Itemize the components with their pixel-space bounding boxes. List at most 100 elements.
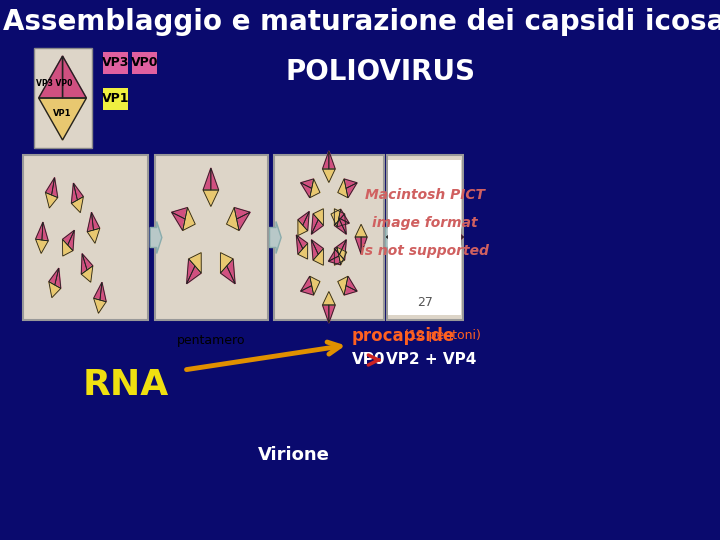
- Text: VP1: VP1: [53, 110, 72, 118]
- Polygon shape: [417, 280, 428, 289]
- Polygon shape: [329, 151, 336, 169]
- Text: is not supported: is not supported: [360, 244, 489, 258]
- Polygon shape: [94, 282, 102, 300]
- Polygon shape: [386, 229, 396, 237]
- Polygon shape: [234, 207, 250, 219]
- Polygon shape: [420, 192, 425, 207]
- Bar: [132, 52, 157, 74]
- Polygon shape: [310, 179, 320, 198]
- Polygon shape: [73, 183, 84, 200]
- Polygon shape: [433, 280, 444, 289]
- Polygon shape: [227, 207, 239, 231]
- Polygon shape: [334, 240, 346, 254]
- Bar: [103, 52, 127, 74]
- Polygon shape: [355, 224, 367, 237]
- Bar: [274, 155, 384, 320]
- Polygon shape: [312, 214, 318, 234]
- Polygon shape: [397, 205, 405, 221]
- Polygon shape: [344, 286, 357, 295]
- Polygon shape: [298, 243, 307, 259]
- Polygon shape: [409, 280, 417, 298]
- Polygon shape: [186, 266, 202, 284]
- Polygon shape: [183, 207, 195, 231]
- Text: Virione: Virione: [258, 446, 329, 464]
- Text: Macintosh PICT: Macintosh PICT: [364, 188, 485, 202]
- Polygon shape: [52, 178, 58, 198]
- Polygon shape: [338, 276, 348, 295]
- Polygon shape: [441, 250, 449, 264]
- Polygon shape: [433, 289, 444, 298]
- Polygon shape: [35, 239, 48, 253]
- Polygon shape: [63, 230, 74, 245]
- Polygon shape: [313, 248, 323, 265]
- Polygon shape: [346, 276, 357, 291]
- Polygon shape: [301, 179, 314, 188]
- Polygon shape: [339, 209, 349, 223]
- Polygon shape: [94, 298, 107, 313]
- Polygon shape: [171, 212, 185, 231]
- Bar: [22, 155, 148, 320]
- Text: Assemblaggio e maturazione dei capsidi icosaedrici: Assemblaggio e maturazione dei capsidi i…: [3, 8, 720, 36]
- Polygon shape: [417, 176, 426, 194]
- Polygon shape: [87, 228, 100, 244]
- Polygon shape: [310, 276, 320, 295]
- Polygon shape: [425, 267, 431, 282]
- Text: VP0: VP0: [351, 353, 385, 368]
- Polygon shape: [397, 252, 405, 269]
- Polygon shape: [406, 176, 417, 185]
- Text: VP2 + VP4: VP2 + VP4: [386, 353, 477, 368]
- FancyArrow shape: [269, 221, 281, 253]
- Polygon shape: [323, 305, 329, 323]
- Polygon shape: [420, 256, 431, 267]
- Polygon shape: [81, 254, 87, 274]
- Text: VP3: VP3: [102, 57, 129, 70]
- Polygon shape: [425, 192, 431, 207]
- Polygon shape: [339, 214, 346, 234]
- Polygon shape: [344, 179, 357, 188]
- Polygon shape: [446, 205, 452, 221]
- Polygon shape: [334, 248, 345, 265]
- Polygon shape: [39, 98, 86, 140]
- Polygon shape: [297, 235, 307, 249]
- Polygon shape: [63, 56, 86, 98]
- Polygon shape: [433, 176, 441, 194]
- Polygon shape: [422, 185, 433, 194]
- Polygon shape: [312, 240, 318, 260]
- Text: POLIOVIRUS: POLIOVIRUS: [285, 58, 475, 86]
- Polygon shape: [420, 207, 431, 218]
- Polygon shape: [441, 205, 452, 216]
- Polygon shape: [329, 305, 336, 323]
- Polygon shape: [82, 254, 93, 270]
- Polygon shape: [323, 292, 336, 305]
- Polygon shape: [441, 258, 452, 269]
- Polygon shape: [298, 212, 309, 225]
- Polygon shape: [203, 168, 211, 190]
- Polygon shape: [397, 205, 408, 216]
- Text: VP3 VP0: VP3 VP0: [37, 79, 73, 89]
- Polygon shape: [45, 192, 58, 208]
- Polygon shape: [189, 253, 202, 273]
- Polygon shape: [397, 258, 408, 269]
- Polygon shape: [312, 240, 323, 254]
- Polygon shape: [220, 266, 235, 284]
- Polygon shape: [422, 176, 433, 185]
- Polygon shape: [203, 190, 219, 206]
- FancyArrow shape: [150, 221, 162, 253]
- Polygon shape: [220, 253, 233, 273]
- Polygon shape: [420, 267, 425, 282]
- Polygon shape: [298, 220, 307, 235]
- Polygon shape: [71, 183, 77, 204]
- Text: (12 pentoni): (12 pentoni): [400, 329, 481, 342]
- Polygon shape: [303, 212, 309, 231]
- Ellipse shape: [390, 162, 460, 312]
- Polygon shape: [400, 210, 410, 224]
- FancyArrow shape: [386, 221, 397, 253]
- Text: 27: 27: [417, 296, 433, 309]
- Bar: [155, 155, 268, 320]
- Polygon shape: [91, 212, 100, 230]
- Polygon shape: [396, 229, 403, 245]
- Text: pentamero: pentamero: [176, 334, 245, 347]
- Polygon shape: [87, 212, 94, 232]
- Polygon shape: [49, 282, 60, 298]
- Polygon shape: [323, 151, 329, 169]
